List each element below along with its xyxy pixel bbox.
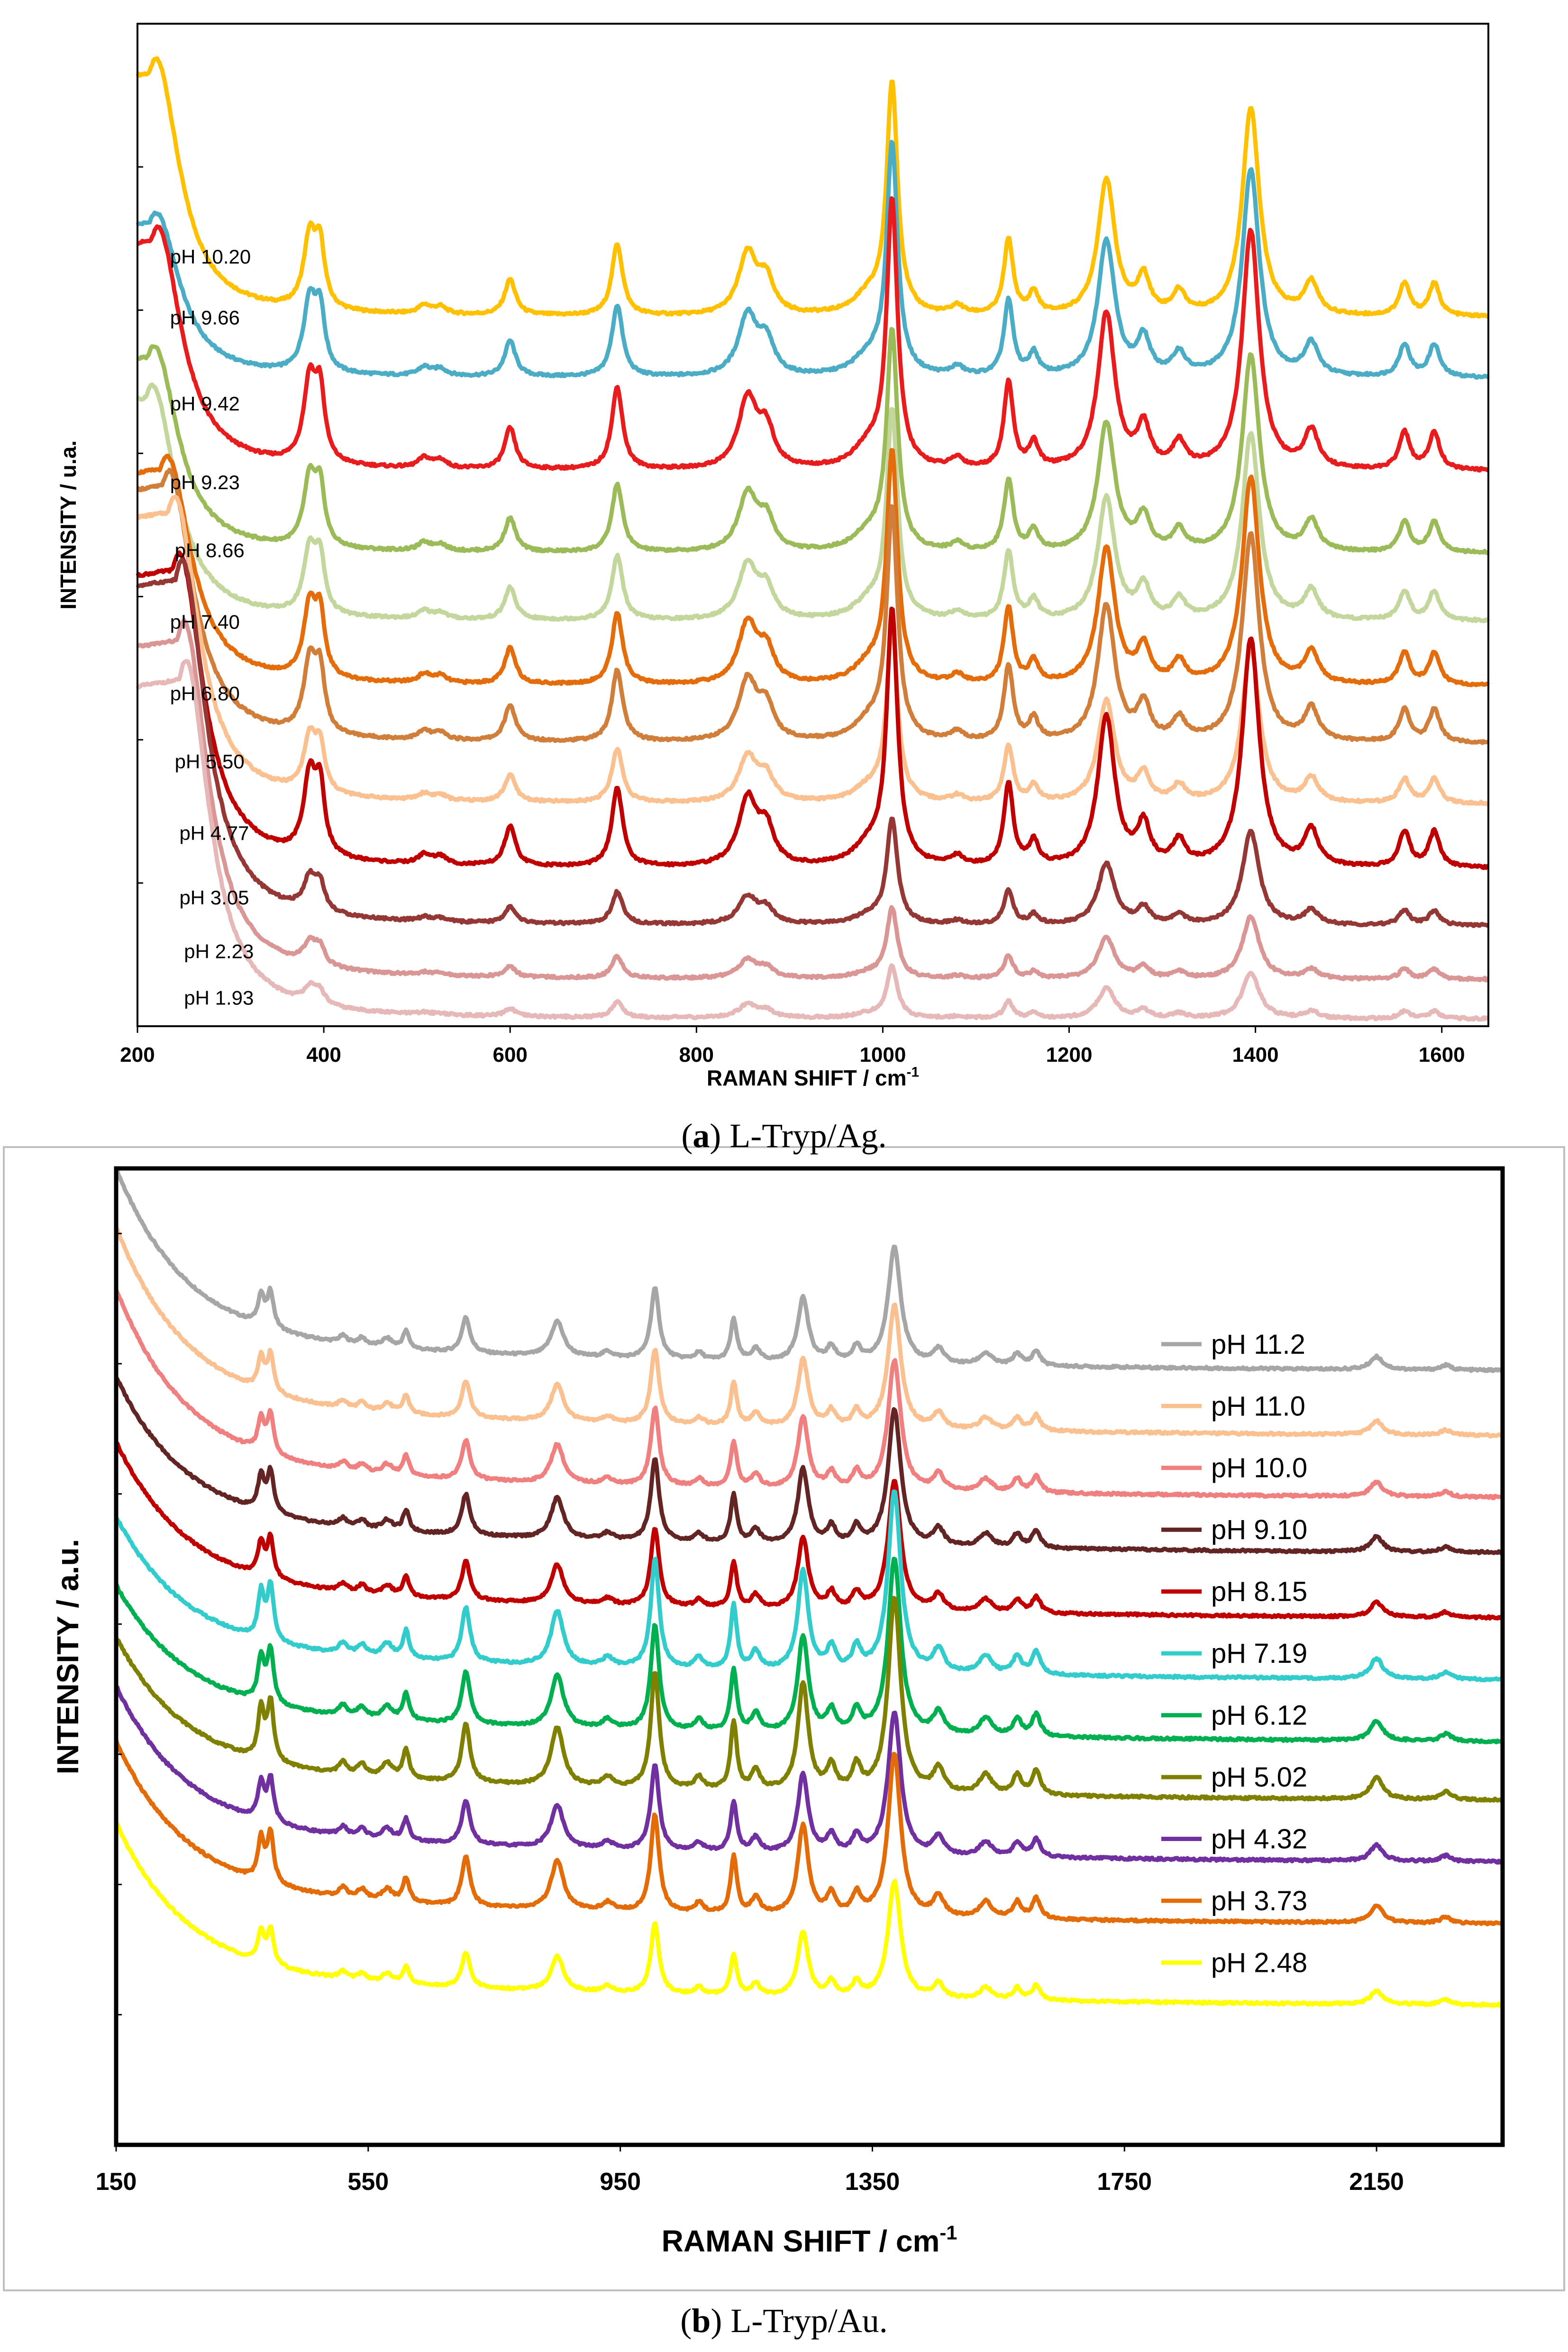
series-line-ph-11-0	[114, 1226, 1504, 1439]
x-tick-label-2150: 2150	[1349, 2168, 1404, 2196]
x-tick-label-1000: 1000	[859, 1043, 906, 1067]
x-tick-label-1750: 1750	[1097, 2168, 1152, 2196]
series-label-ph-6-80: pH 6.80	[170, 683, 240, 705]
x-axis-label: RAMAN SHIFT / cm-1	[662, 2221, 957, 2258]
x-tick-label-200: 200	[120, 1043, 155, 1067]
series-label-ph-2-23: pH 2.23	[184, 940, 254, 962]
series-line-ph-9-66	[136, 139, 1490, 380]
x-tick-label-400: 400	[306, 1043, 341, 1067]
caption-b: (b) L-Tryp/Au.	[680, 2302, 888, 2340]
x-tick-label-150: 150	[96, 2168, 137, 2196]
series-line-ph-5-02	[114, 1595, 1504, 1803]
series-line-ph-9-10	[114, 1376, 1504, 1556]
caption-a: (a) L-Tryp/Ag.	[681, 1117, 887, 1155]
series-line-ph-10-20	[135, 56, 1490, 319]
x-tick-label-800: 800	[679, 1043, 714, 1067]
legend-label-ph-7-19: pH 7.19	[1211, 1638, 1307, 1669]
series-line-ph-9-42	[137, 196, 1489, 473]
x-tick-label-1350: 1350	[845, 2168, 900, 2196]
series-line-ph-3-05	[136, 558, 1490, 928]
series-line-ph-9-23	[137, 327, 1490, 556]
series-label-ph-1-93: pH 1.93	[184, 987, 254, 1009]
x-tick-label-1200: 1200	[1046, 1043, 1093, 1067]
plot-frame	[137, 23, 1489, 1027]
series-label-ph-9-66: pH 9.66	[170, 307, 240, 329]
series-line-ph-11-2	[115, 1168, 1504, 1373]
series-line-ph-4-32	[114, 1685, 1504, 1865]
y-axis-label: INTENSITY / u.a.	[56, 440, 81, 610]
series-line-ph-3-73	[114, 1739, 1504, 1926]
series-line-ph-2-23	[137, 618, 1490, 983]
series-line-ph-6-12	[114, 1557, 1504, 1744]
series-line-ph-4-77	[136, 550, 1489, 870]
series-label-ph-10-20: pH 10.20	[170, 246, 251, 268]
legend-label-ph-9-10: pH 9.10	[1211, 1514, 1307, 1545]
series-line-ph-8-15	[114, 1440, 1504, 1621]
series-label-ph-8-66: pH 8.66	[175, 539, 245, 561]
x-tick-label-600: 600	[492, 1043, 527, 1067]
x-axis-label: RAMAN SHIFT / cm-1	[707, 1065, 919, 1090]
legend-label-ph-3-73: pH 3.73	[1211, 1886, 1307, 1916]
series-line-ph-7-40	[137, 448, 1490, 687]
series-line-ph-10-0	[114, 1289, 1504, 1500]
legend-label-ph-8-15: pH 8.15	[1211, 1577, 1307, 1607]
chart-panel-a: pH 10.20 pH 9.66 pH 9.42 pH 9.23 pH 8.66 pH 7…	[56, 23, 1490, 1090]
legend-label-ph-6-12: pH 6.12	[1211, 1700, 1307, 1731]
series-label-ph-7-40: pH 7.40	[170, 611, 240, 633]
plot-frame	[114, 1166, 1505, 2147]
series-label-ph-4-77: pH 4.77	[179, 822, 249, 844]
x-tick-label-1400: 1400	[1232, 1043, 1279, 1067]
x-tick-label-550: 550	[347, 2168, 389, 2196]
series-label-ph-9-23: pH 9.23	[170, 471, 240, 493]
panel-b-outer-border	[3, 1146, 1565, 2291]
legend-label-ph-11-2: pH 11.2	[1211, 1329, 1305, 1360]
y-axis-label: INTENSITY / a.u.	[51, 1539, 85, 1775]
series-label-ph-5-50: pH 5.50	[175, 750, 245, 773]
series-line-ph-5-50	[137, 494, 1490, 807]
legend-label-ph-11-0: pH 11.0	[1211, 1391, 1305, 1422]
series-line-ph-7-19	[114, 1489, 1504, 1683]
legend-label-ph-2-48: pH 2.48	[1211, 1947, 1307, 1978]
x-tick-label-950: 950	[600, 2168, 641, 2196]
legend-label-ph-4-32: pH 4.32	[1211, 1824, 1307, 1855]
series-line-ph-2-48	[114, 1821, 1504, 2008]
chart-panel-b: pH 11.2 pH 11.0 pH 10.0 pH 9.10 pH 8.15 pH 7.…	[51, 1166, 1505, 2258]
legend-label-ph-5-02: pH 5.02	[1211, 1762, 1307, 1793]
x-tick-label-1600: 1600	[1419, 1043, 1465, 1067]
legend-label-ph-10-0: pH 10.0	[1211, 1453, 1307, 1484]
series-label-ph-9-42: pH 9.42	[170, 392, 240, 415]
series-line-ph-6-80	[137, 467, 1490, 745]
series-line-ph-8-66	[136, 383, 1490, 623]
series-line-ph-1-93	[136, 659, 1489, 1022]
series-label-ph-3-05: pH 3.05	[179, 886, 249, 909]
